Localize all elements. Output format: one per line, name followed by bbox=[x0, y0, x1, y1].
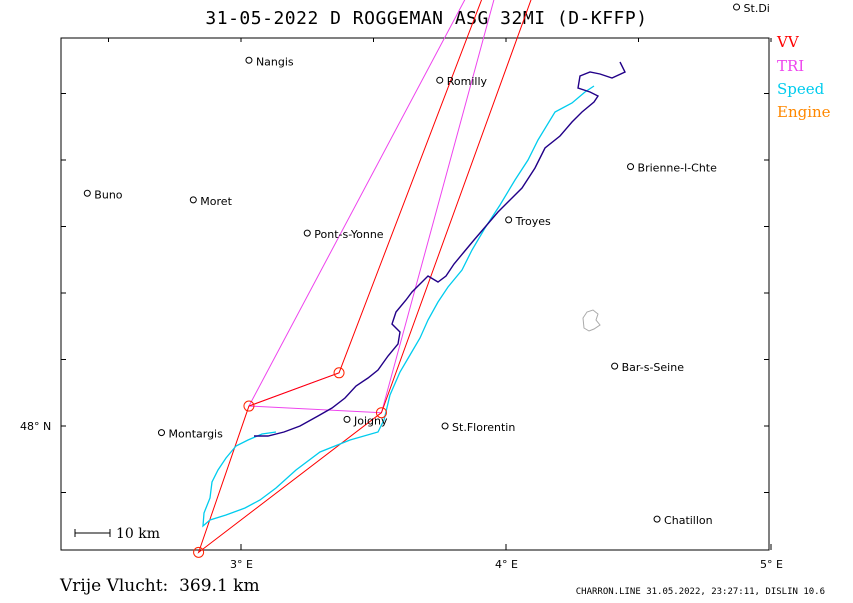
town-marker bbox=[627, 163, 635, 171]
turnpoints bbox=[193, 367, 387, 558]
distance-value: 369.1 km bbox=[179, 576, 260, 596]
vv-line bbox=[197, 0, 532, 554]
town-marker bbox=[505, 216, 513, 224]
y-tick-48n: 48° N bbox=[20, 420, 51, 433]
town-label: St.Di bbox=[744, 2, 770, 15]
town-marker bbox=[303, 229, 311, 237]
town-label: Nangis bbox=[256, 55, 294, 68]
axis-ticks: 3° E 4° E 5° E bbox=[61, 38, 783, 571]
town-label: Pont-s-Yonne bbox=[314, 228, 384, 241]
town-marker bbox=[436, 76, 444, 84]
distance-readout: Vrije Vlucht: 369.1 km bbox=[60, 576, 260, 596]
town-label: Chatillon bbox=[664, 514, 713, 527]
town-marker bbox=[653, 515, 661, 523]
town-label: Moret bbox=[200, 195, 232, 208]
speed-track bbox=[202, 85, 595, 528]
speed-line bbox=[202, 85, 595, 528]
scale-bar: 10 km bbox=[74, 526, 160, 542]
map-frame bbox=[60, 37, 770, 551]
town-marker bbox=[441, 422, 449, 430]
track-line bbox=[254, 61, 626, 437]
town-marker bbox=[83, 189, 91, 197]
turnpoint-marker bbox=[333, 367, 345, 379]
x-tick-label: 3° E bbox=[230, 558, 253, 571]
town-label: Joigny bbox=[353, 414, 388, 427]
town-marker bbox=[343, 415, 351, 423]
x-tick-label: 4° E bbox=[495, 558, 518, 571]
town-label: Bar-s-Seine bbox=[622, 361, 685, 374]
legend-tri: TRI bbox=[777, 57, 805, 75]
lake-outline bbox=[582, 309, 601, 332]
town-marker bbox=[189, 196, 197, 204]
scale-bar-label: 10 km bbox=[116, 526, 160, 542]
town-label: St.Florentin bbox=[452, 421, 515, 434]
town-label: Brienne-l-Chte bbox=[638, 162, 718, 175]
town-label: Montargis bbox=[169, 428, 224, 441]
map-title: 31-05-2022 D ROGGEMAN ASG 32MI (D-KFFP) bbox=[205, 8, 648, 29]
town-label: Buno bbox=[94, 188, 122, 201]
town-marker bbox=[158, 429, 165, 437]
file-info: CHARRON.LINE 31.05.2022, 23:27:11, DISLI… bbox=[575, 587, 825, 597]
turnpoint-marker bbox=[375, 407, 387, 419]
turnpoint-marker bbox=[193, 546, 205, 558]
flight-track bbox=[254, 61, 626, 437]
town-marker bbox=[245, 56, 253, 64]
towns: CoulommiersNangisSezanneChalons VatryCha… bbox=[83, 2, 770, 527]
x-tick-label: 5° E bbox=[760, 558, 783, 571]
turnpoint-marker bbox=[243, 400, 255, 412]
legend-vv: VV bbox=[777, 33, 799, 51]
vv-polygon bbox=[197, 0, 532, 554]
tri-line bbox=[248, 0, 495, 414]
legend-engine: Engine bbox=[777, 103, 831, 121]
town-marker bbox=[733, 3, 741, 11]
town-marker bbox=[611, 362, 619, 370]
legend-speed: Speed bbox=[777, 80, 825, 98]
town-label: Romilly bbox=[447, 75, 488, 88]
town-label: Troyes bbox=[515, 215, 551, 228]
distance-label: Vrije Vlucht: bbox=[60, 576, 169, 596]
